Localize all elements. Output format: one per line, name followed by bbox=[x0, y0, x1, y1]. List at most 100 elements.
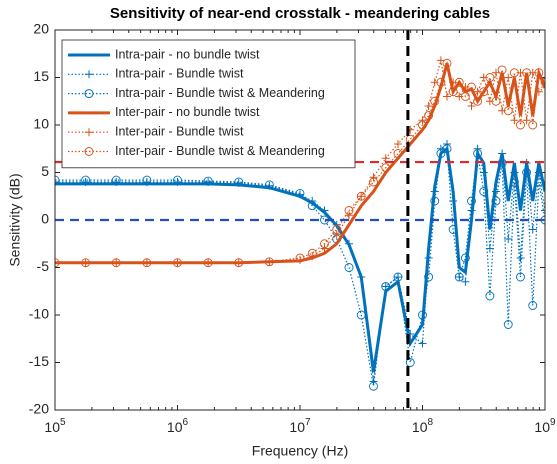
marker bbox=[307, 248, 317, 258]
marker bbox=[307, 201, 317, 211]
marker bbox=[381, 154, 390, 163]
marker bbox=[522, 168, 532, 177]
marker bbox=[516, 254, 525, 262]
marker bbox=[369, 173, 378, 182]
legend-marker bbox=[85, 128, 93, 137]
y-tick-label: 15 bbox=[33, 68, 49, 84]
marker bbox=[509, 68, 519, 78]
marker bbox=[405, 358, 415, 367]
x-axis-label: Frequency (Hz) bbox=[252, 443, 348, 459]
marker bbox=[516, 272, 525, 282]
marker bbox=[344, 263, 354, 272]
marker bbox=[492, 68, 500, 77]
y-tick-label: 20 bbox=[33, 21, 49, 37]
marker bbox=[418, 120, 427, 130]
marker bbox=[234, 177, 244, 187]
y-tick-label: -20 bbox=[29, 401, 49, 417]
marker bbox=[467, 102, 476, 110]
marker bbox=[394, 140, 402, 148]
marker bbox=[510, 116, 519, 125]
x-tick-label: 106 bbox=[167, 417, 189, 435]
marker bbox=[430, 78, 439, 87]
marker bbox=[81, 178, 90, 186]
marker bbox=[424, 102, 433, 110]
legend-label: Intra-pair - no bundle twist bbox=[115, 47, 260, 61]
marker bbox=[173, 178, 182, 186]
marker bbox=[55, 178, 59, 186]
marker bbox=[344, 206, 354, 215]
marker bbox=[461, 277, 470, 286]
y-axis-label: Sensitivity (dB) bbox=[7, 173, 23, 266]
marker bbox=[381, 282, 391, 291]
marker bbox=[264, 180, 274, 190]
series-line bbox=[55, 145, 545, 373]
marker bbox=[442, 58, 452, 68]
marker bbox=[479, 87, 489, 97]
x-tick-label: 109 bbox=[534, 417, 556, 435]
marker bbox=[112, 178, 121, 186]
legend-marker bbox=[84, 147, 94, 156]
axes-box bbox=[54, 29, 546, 411]
marker bbox=[503, 106, 513, 116]
legend-label: Inter-pair - Bundle twist bbox=[115, 124, 244, 138]
marker bbox=[509, 177, 519, 187]
marker bbox=[430, 187, 439, 196]
marker bbox=[528, 225, 537, 234]
marker bbox=[528, 301, 538, 310]
marker bbox=[442, 144, 452, 154]
marker bbox=[485, 291, 495, 301]
marker bbox=[81, 175, 91, 185]
legend-marker bbox=[85, 70, 93, 79]
marker bbox=[264, 257, 274, 267]
marker bbox=[320, 244, 329, 253]
marker bbox=[332, 225, 342, 234]
series-line bbox=[55, 60, 545, 264]
legend-label: Intra-pair - Bundle twist & Meandering bbox=[115, 86, 325, 100]
marker bbox=[473, 144, 482, 153]
marker bbox=[454, 272, 464, 282]
marker bbox=[142, 258, 152, 268]
marker bbox=[528, 120, 538, 130]
x-tick-label: 105 bbox=[44, 417, 66, 435]
marker bbox=[357, 273, 366, 281]
marker bbox=[436, 144, 445, 153]
marker bbox=[436, 77, 446, 87]
marker bbox=[424, 254, 433, 262]
marker bbox=[436, 56, 445, 65]
marker bbox=[461, 83, 470, 91]
marker bbox=[393, 272, 403, 282]
marker bbox=[345, 211, 353, 220]
marker bbox=[492, 187, 500, 196]
marker bbox=[111, 175, 121, 185]
marker bbox=[405, 134, 415, 144]
marker bbox=[467, 82, 476, 92]
legend-label: Inter-pair - Bundle twist & Meandering bbox=[115, 144, 325, 158]
marker bbox=[479, 73, 488, 82]
marker bbox=[485, 97, 494, 106]
marker bbox=[418, 339, 427, 348]
marker bbox=[430, 96, 440, 106]
marker bbox=[503, 320, 513, 329]
marker bbox=[173, 258, 182, 268]
marker bbox=[142, 178, 151, 186]
marker bbox=[460, 92, 470, 101]
chart-title: Sensitivity of near-end crosstalk - mean… bbox=[110, 5, 490, 22]
marker bbox=[528, 68, 537, 77]
marker bbox=[467, 206, 476, 215]
legend-box bbox=[61, 39, 356, 169]
marker bbox=[430, 196, 440, 206]
marker bbox=[369, 177, 378, 187]
marker bbox=[418, 310, 427, 320]
marker bbox=[55, 258, 60, 268]
marker bbox=[504, 235, 513, 243]
marker bbox=[320, 206, 329, 215]
marker bbox=[393, 149, 403, 158]
marker bbox=[55, 258, 59, 267]
marker bbox=[356, 191, 366, 201]
marker bbox=[295, 188, 305, 198]
marker bbox=[55, 175, 60, 185]
marker bbox=[81, 258, 90, 267]
marker bbox=[436, 149, 446, 158]
marker bbox=[510, 168, 519, 177]
